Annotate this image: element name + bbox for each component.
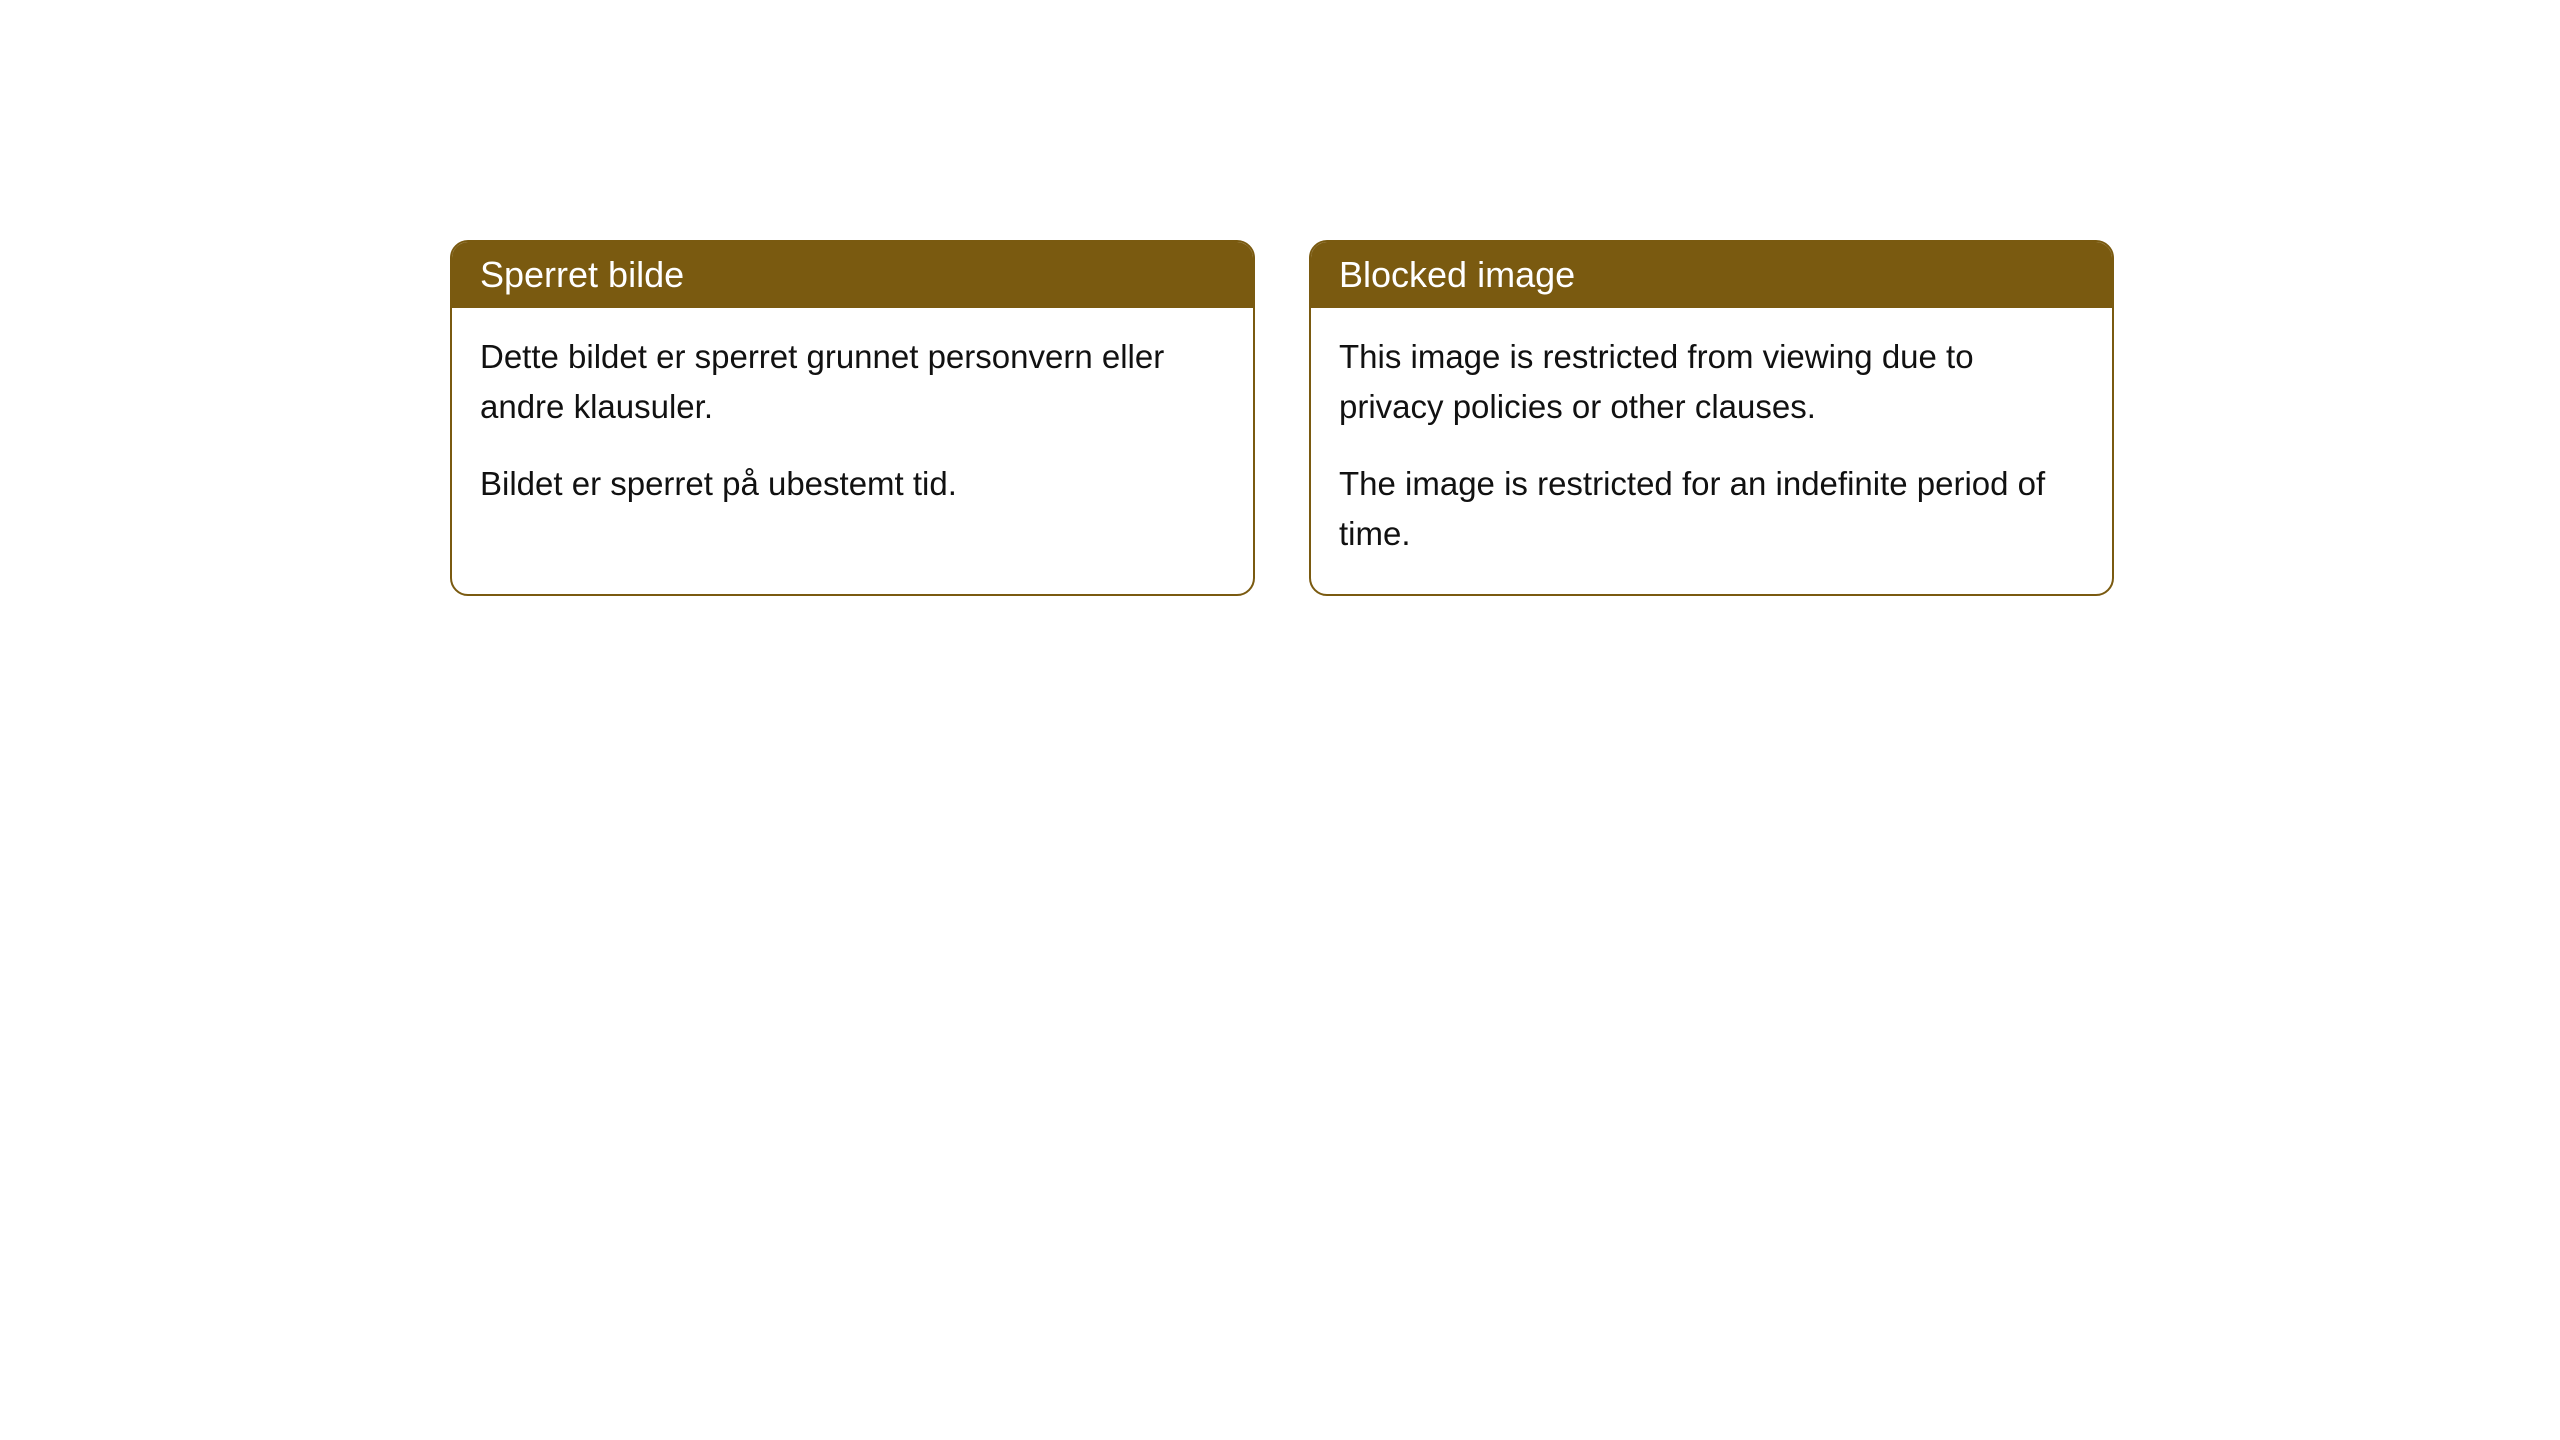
card-header: Sperret bilde <box>452 242 1253 308</box>
card-paragraph: Bildet er sperret på ubestemt tid. <box>480 459 1225 509</box>
card-body: This image is restricted from viewing du… <box>1311 308 2112 594</box>
card-header: Blocked image <box>1311 242 2112 308</box>
card-paragraph: The image is restricted for an indefinit… <box>1339 459 2084 558</box>
card-paragraph: This image is restricted from viewing du… <box>1339 332 2084 431</box>
notice-card-norwegian: Sperret bilde Dette bildet er sperret gr… <box>450 240 1255 596</box>
card-body: Dette bildet er sperret grunnet personve… <box>452 308 1253 545</box>
notice-card-english: Blocked image This image is restricted f… <box>1309 240 2114 596</box>
card-title: Blocked image <box>1339 254 1575 295</box>
card-paragraph: Dette bildet er sperret grunnet personve… <box>480 332 1225 431</box>
notice-cards-container: Sperret bilde Dette bildet er sperret gr… <box>450 240 2114 596</box>
card-title: Sperret bilde <box>480 254 684 295</box>
